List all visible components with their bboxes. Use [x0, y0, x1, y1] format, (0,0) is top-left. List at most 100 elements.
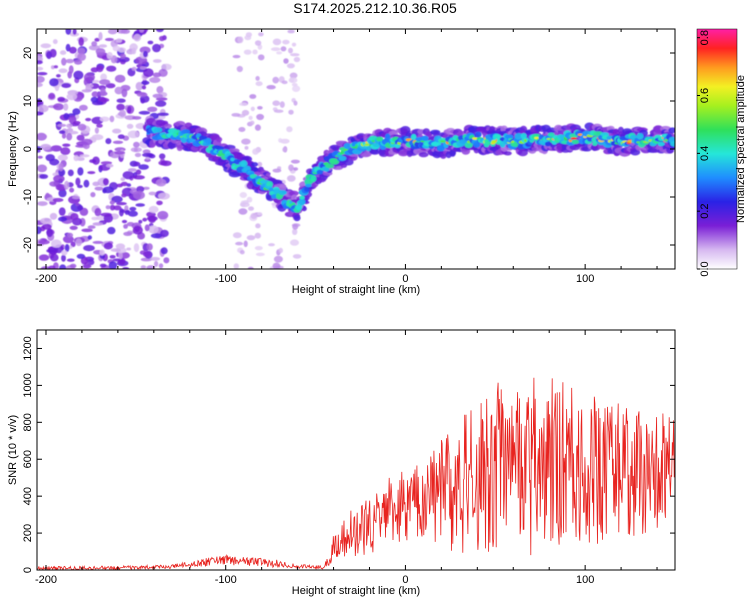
heatmap-blob [181, 129, 191, 135]
heatmap-blob [158, 263, 164, 269]
heatmap-blob [91, 216, 99, 221]
heatmap-blob [62, 143, 71, 147]
colorbar: 0.0 0.2 0.4 0.6 0.8 Normalized spectral ampl… [696, 28, 747, 277]
y-tick-label: 10 [22, 95, 34, 107]
heatmap-blob [142, 152, 154, 158]
heatmap-blob [73, 70, 84, 80]
heatmap-blob [152, 43, 161, 53]
heatmap-blob [273, 255, 283, 263]
heatmap-blob [343, 158, 354, 166]
chart-title: S174.2025.212.10.36.R05 [293, 0, 457, 16]
heatmap-blob [108, 261, 118, 269]
heatmap-blob [106, 52, 113, 60]
x-tick-label: -200 [35, 273, 57, 285]
heatmap-blob [394, 143, 401, 149]
heatmap-blob [37, 60, 43, 65]
heatmap-blob [85, 83, 94, 89]
heatmap-blob [236, 65, 243, 73]
heatmap-blob [77, 47, 86, 55]
heatmap-peak [534, 136, 539, 140]
heatmap-blob [280, 46, 287, 52]
heatmap-blob [134, 152, 142, 158]
heatmap-blob [136, 92, 148, 97]
heatmap-blob [298, 198, 306, 205]
heatmap-blob [244, 146, 249, 150]
heatmap-blob [64, 180, 70, 190]
heatmap-blob [400, 128, 408, 136]
heatmap-blob [278, 138, 283, 143]
heatmap-blob [251, 162, 259, 167]
heatmap-blob [239, 250, 245, 255]
heatmap-blob [83, 245, 95, 252]
heatmap-blob [157, 210, 169, 220]
heatmap-blob [431, 141, 442, 147]
heatmap-blob [233, 263, 239, 269]
heatmap-blob [254, 124, 261, 131]
heatmap-blob [122, 171, 134, 180]
heatmap-blob [241, 109, 250, 116]
heatmap-blob [95, 48, 106, 55]
heatmap-blob [131, 47, 137, 55]
heatmap-blob [83, 179, 90, 188]
heatmap-blob [112, 140, 124, 144]
heatmap-blob [158, 192, 170, 200]
heatmap-blob [46, 248, 57, 253]
heatmap-blob [131, 66, 137, 71]
heatmap-blob [163, 257, 170, 264]
heatmap-blob [241, 138, 251, 145]
heatmap-blob [288, 164, 294, 171]
heatmap-blob [135, 203, 145, 207]
heatmap-blob [258, 32, 264, 37]
x-tick-label: -100 [215, 574, 237, 586]
heatmap-blob [61, 254, 66, 262]
y-tick-label: 800 [22, 413, 34, 431]
heatmap-blob [105, 205, 111, 210]
heatmap-blob [48, 92, 56, 100]
heatmap-blob [156, 29, 164, 33]
heatmap-blob [69, 225, 78, 230]
snr-x-ticks: -200 -100 0 100 [35, 330, 658, 586]
heatmap-blob [152, 72, 162, 78]
snr-x-label: Height of straight line (km) [292, 585, 420, 597]
heatmap-blob [91, 134, 104, 141]
heatmap-blob [149, 77, 161, 83]
heatmap-blob [37, 82, 43, 88]
heatmap-blob [154, 260, 159, 267]
heatmap-blob [61, 133, 67, 139]
heatmap-blob [53, 174, 65, 183]
heatmap-blob [411, 134, 417, 141]
heatmap-blob [139, 95, 150, 103]
heatmap-blob [503, 151, 512, 156]
heatmap-blob [243, 49, 252, 55]
heatmap-blob [126, 123, 134, 129]
heatmap-blob [160, 160, 172, 167]
heatmap-peak [570, 137, 577, 140]
heatmap-blob [127, 210, 138, 217]
heatmap-blob [75, 238, 83, 247]
heatmap-blob [68, 65, 74, 74]
heatmap-blob [323, 167, 330, 172]
heatmap-blob [37, 111, 44, 116]
heatmap-blob [292, 223, 299, 230]
heatmap-blob [81, 89, 92, 93]
heatmap-blob [248, 206, 254, 211]
heatmap-blob [292, 228, 298, 235]
heatmap-blob [52, 39, 58, 45]
heatmap-blob [114, 86, 124, 95]
heatmap-blob [148, 215, 157, 223]
heatmap-blob [63, 103, 69, 111]
heatmap-blob [109, 115, 115, 123]
heatmap-blob [72, 29, 77, 35]
heatmap-blob [100, 161, 113, 165]
heatmap-blob [239, 192, 247, 198]
heatmap-peak [343, 148, 348, 151]
heatmap-blob [282, 39, 290, 45]
heatmap-blob [48, 265, 56, 269]
heatmap-blob [90, 192, 96, 198]
heatmap-blob [114, 151, 126, 155]
heatmap-blob [475, 131, 482, 138]
heatmap-blob [87, 225, 96, 229]
heatmap-blob [287, 29, 295, 34]
heatmap-blob [252, 148, 259, 155]
heatmap-blob [53, 65, 59, 69]
